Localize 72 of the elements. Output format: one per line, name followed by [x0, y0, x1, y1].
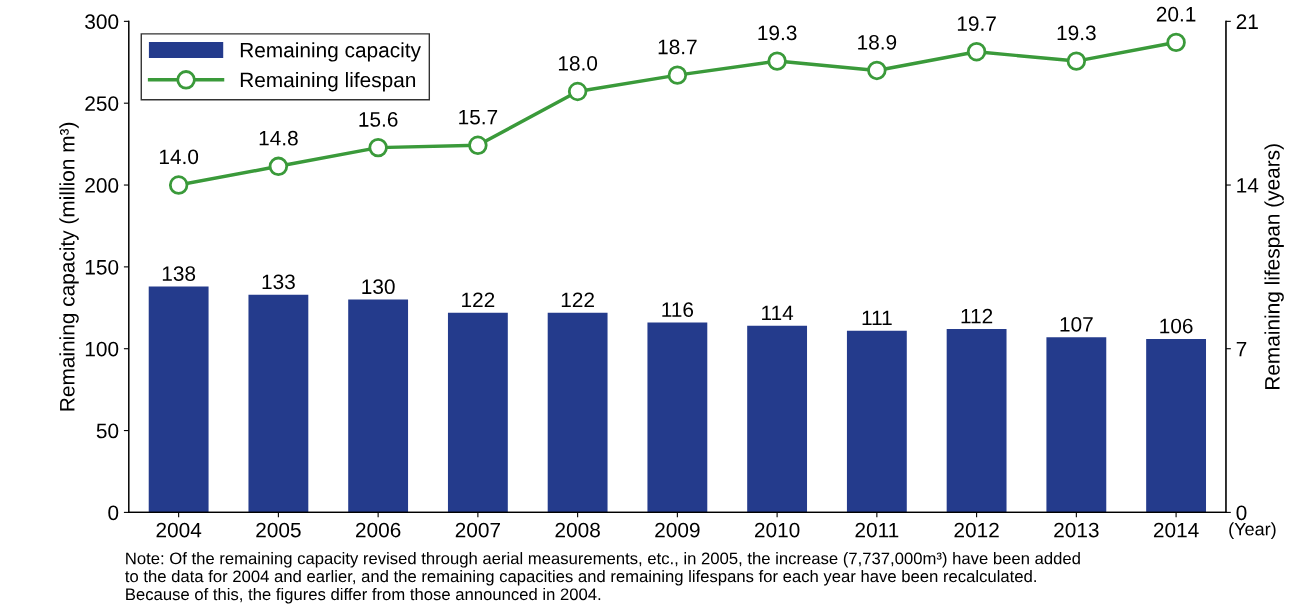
point	[966, 42, 987, 62]
data-label: 130	[362, 279, 395, 295]
bar	[747, 325, 808, 513]
bar	[447, 312, 508, 513]
data-label: 18.9	[858, 34, 897, 50]
bar	[348, 299, 409, 513]
legend-label: Remaining capacity	[240, 42, 421, 62]
data-label: 112	[961, 308, 993, 324]
bar	[846, 330, 907, 513]
x-axis-title: (Year)	[1229, 522, 1276, 540]
data-label: 122	[561, 292, 594, 307]
data-label: 14.8	[259, 130, 298, 146]
x-tick-label: 2004	[156, 522, 202, 538]
bar	[547, 312, 608, 513]
y2-axis-title: Remaining lifespan (years)	[1264, 144, 1284, 390]
y2-tick-label: 14	[1237, 178, 1259, 193]
data-label: 114	[762, 305, 794, 321]
y-axis-title: Remaining capacity (million m³)	[59, 122, 79, 411]
y-tick-label: 50	[96, 423, 119, 439]
data-label: 20.1	[1156, 6, 1196, 22]
data-label: 18.7	[658, 39, 697, 55]
bar	[1046, 337, 1107, 513]
y2-tick-label: 0	[1236, 505, 1247, 521]
data-label: 133	[262, 274, 295, 290]
x-tick-label: 2011	[855, 522, 899, 538]
data-label: 107	[1060, 317, 1093, 332]
bar	[248, 294, 309, 513]
data-label: 15.6	[359, 112, 398, 127]
y-tick-label: 150	[85, 259, 119, 275]
data-label: 15.7	[459, 109, 498, 125]
bar	[946, 329, 1007, 513]
x-tick-label: 2007	[455, 522, 501, 538]
point	[767, 51, 787, 71]
x-tick-label: 2012	[954, 522, 999, 538]
data-label: 111	[862, 310, 892, 325]
point	[368, 137, 388, 158]
bar	[148, 286, 209, 513]
data-label: 19.3	[758, 25, 797, 41]
x-tick-label: 2008	[555, 522, 600, 538]
data-label: 122	[462, 292, 495, 307]
x-tick-label: 2006	[356, 522, 401, 538]
text: Note: Of the remaining capacity revised through aerial measurements, etc., in 2005, the increase (7,737,000m³) have been added to the data for 2004 and earlier, and the remaining capacities and remaining lifespans for each year have been recalculated. Because of this, the figures differ from those announced in 2004.	[125, 552, 1080, 604]
bar	[647, 322, 708, 513]
point	[667, 65, 688, 85]
y-tick-label: 200	[85, 178, 119, 193]
y2-tick-label: 7	[1236, 341, 1247, 357]
y-tick-label: 100	[85, 341, 119, 357]
legend-label: Remaining lifespan	[240, 72, 416, 92]
data-label: 18.0	[558, 55, 598, 71]
x-tick-label: 2005	[256, 522, 301, 538]
data-label: 138	[162, 266, 196, 282]
y-tick-label: 300	[85, 14, 119, 30]
point	[168, 175, 189, 195]
point	[567, 81, 588, 102]
bar	[1146, 338, 1207, 513]
x-tick-label: 2013	[1054, 522, 1099, 538]
point	[268, 156, 289, 177]
data-label: 116	[662, 302, 694, 318]
point	[1066, 51, 1087, 71]
x-tick-label: 2009	[655, 522, 700, 538]
point	[1166, 32, 1186, 53]
point	[468, 135, 488, 156]
data-label: 106	[1160, 318, 1193, 334]
x-tick-label: 2010	[754, 522, 800, 538]
data-label: 14.0	[159, 149, 199, 165]
y2-tick-label: 21	[1236, 14, 1258, 29]
point	[867, 60, 887, 81]
data-label: 19.7	[957, 16, 996, 31]
x-tick-label: 2014	[1153, 522, 1199, 538]
y-tick-label: 250	[85, 96, 119, 111]
y-tick-label: 0	[108, 505, 119, 521]
data-label: 19.3	[1057, 25, 1096, 41]
